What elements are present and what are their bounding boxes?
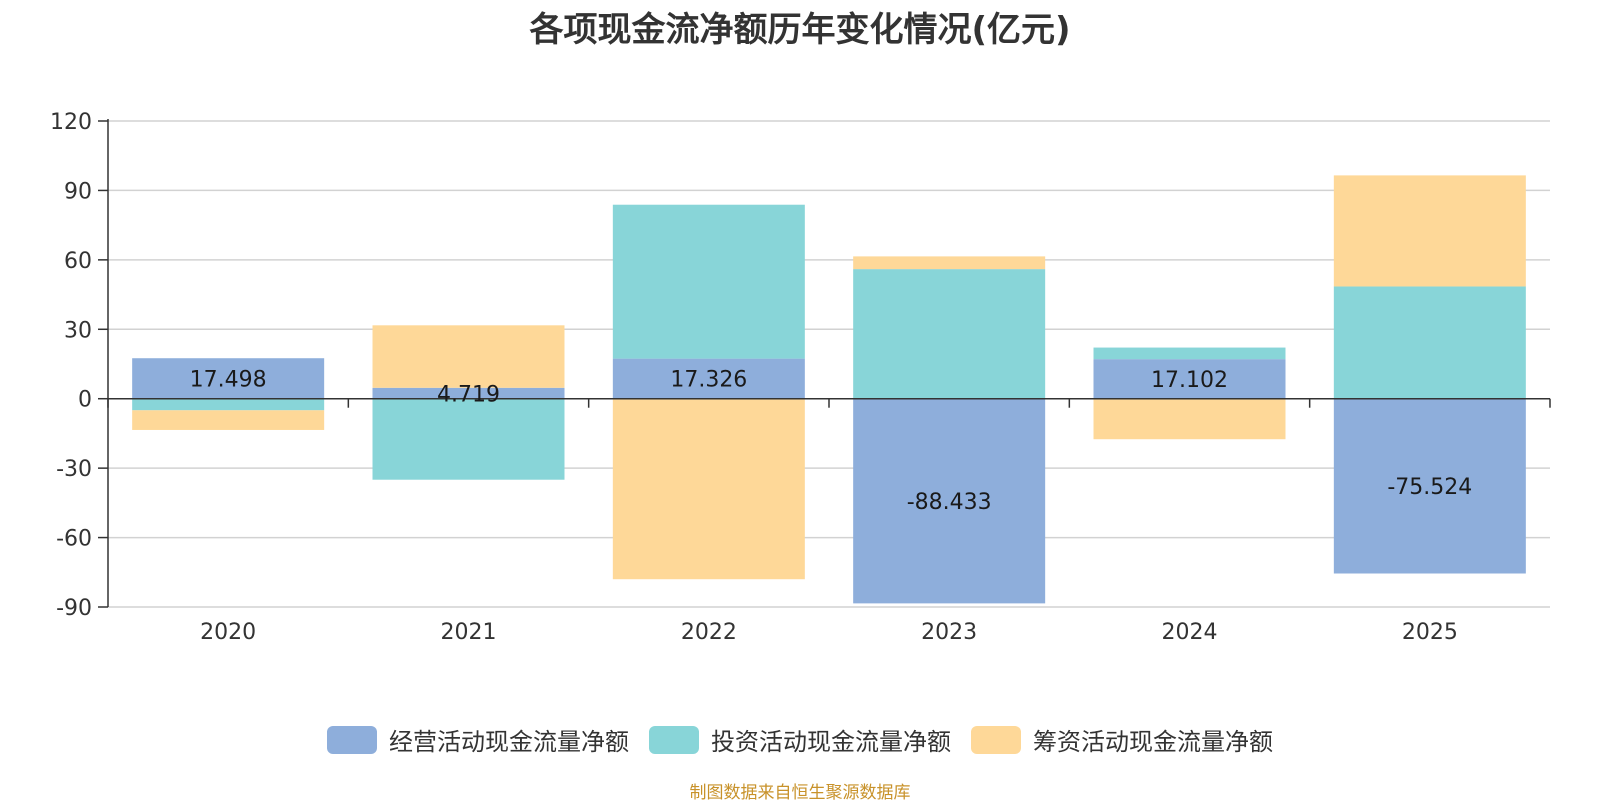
legend-label-investing: 投资活动现金流量净额 bbox=[711, 728, 951, 756]
x-tick-label: 2021 bbox=[441, 620, 497, 645]
legend-swatch-financing bbox=[971, 725, 1021, 754]
legend-label-operating: 经营活动现金流量净额 bbox=[389, 728, 629, 756]
bar-operating-2020 bbox=[132, 358, 325, 399]
x-tick-label: 2024 bbox=[1162, 620, 1218, 645]
y-tick-label: -30 bbox=[56, 457, 92, 482]
bar-operating-2023 bbox=[853, 398, 1046, 604]
bar-investing-2020 bbox=[132, 398, 325, 411]
chart-plot: 120 90 60 30 0 -30 -60 -90 2020 2021 2022 2023 2024 2… bbox=[50, 110, 1551, 645]
bar-operating-2025 bbox=[1333, 398, 1526, 574]
bar-financing-2021 bbox=[372, 325, 565, 388]
legend: 经营活动现金流量净额 投资活动现金流量净额 筹资活动现金流量净额 bbox=[0, 722, 1600, 757]
x-tick-label: 2022 bbox=[681, 620, 737, 645]
y-tick-label: 90 bbox=[64, 179, 92, 204]
bar-investing-2021 bbox=[372, 398, 565, 480]
y-tick-label: -60 bbox=[56, 527, 92, 552]
legend-item-investing[interactable]: 投资活动现金流量净额 bbox=[649, 722, 951, 757]
bar-investing-2024 bbox=[1093, 347, 1286, 360]
bar-operating-2024 bbox=[1093, 359, 1286, 399]
x-tick-label: 2020 bbox=[200, 620, 256, 645]
legend-swatch-investing bbox=[649, 725, 699, 754]
y-tick-label: 30 bbox=[64, 318, 92, 343]
y-tick-label: 120 bbox=[50, 110, 92, 135]
bar-investing-2025 bbox=[1333, 286, 1526, 399]
data-label-operating: 17.102 bbox=[1151, 368, 1228, 393]
bar-financing-2022 bbox=[612, 398, 805, 580]
legend-swatch-operating bbox=[327, 725, 377, 754]
x-tick-label: 2025 bbox=[1402, 620, 1458, 645]
source-note: 制图数据来自恒生聚源数据库 bbox=[689, 783, 911, 803]
bar-investing-2023 bbox=[853, 269, 1046, 399]
bar-financing-2023 bbox=[853, 256, 1046, 270]
legend-label-financing: 筹资活动现金流量净额 bbox=[1033, 728, 1273, 756]
chart-title: 各项现金流净额历年变化情况(亿元) bbox=[529, 10, 1071, 50]
bar-operating-2021 bbox=[372, 387, 565, 399]
bar-financing-2025 bbox=[1333, 175, 1526, 287]
bar-financing-2024 bbox=[1093, 398, 1286, 440]
data-label-operating: 4.719 bbox=[437, 382, 500, 407]
data-label-operating: -75.524 bbox=[1387, 475, 1472, 500]
data-label-operating: 17.326 bbox=[670, 368, 747, 393]
data-label-operating: 17.498 bbox=[190, 367, 267, 392]
legend-item-financing[interactable]: 筹资活动现金流量净额 bbox=[971, 722, 1273, 757]
data-label-operating: -88.433 bbox=[907, 490, 992, 515]
y-tick-label: 60 bbox=[64, 249, 92, 274]
x-tick-label: 2023 bbox=[921, 620, 977, 645]
y-tick-label: -90 bbox=[56, 596, 92, 621]
legend-item-operating[interactable]: 经营活动现金流量净额 bbox=[327, 722, 629, 757]
bar-operating-2022 bbox=[612, 358, 805, 399]
bar-investing-2022 bbox=[612, 204, 805, 359]
y-tick-label: 0 bbox=[78, 388, 92, 413]
bar-financing-2020 bbox=[132, 410, 325, 430]
